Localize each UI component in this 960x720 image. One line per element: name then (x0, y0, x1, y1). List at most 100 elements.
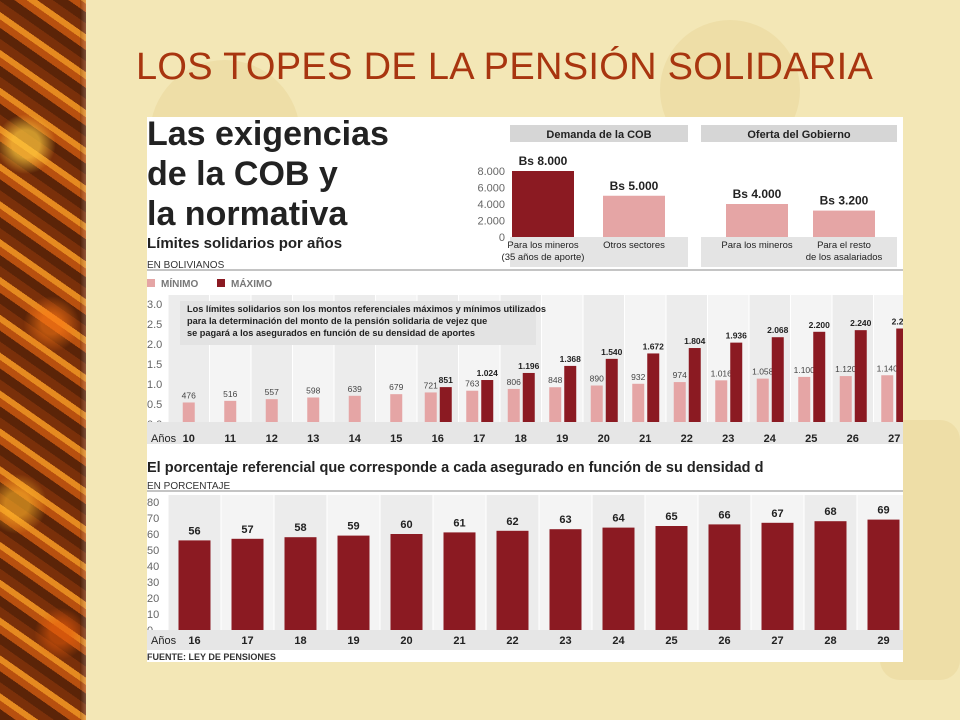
legend-label-minimo: MÍNIMO (161, 277, 198, 290)
limites-x-tick-label: 20 (598, 433, 610, 445)
limites-label-maximo: 1.804 (684, 336, 706, 346)
porcentaje-bar (761, 522, 794, 630)
porcentaje-y-tick-label: 80 (147, 497, 159, 509)
limites-label-minimo: 974 (673, 370, 687, 380)
limites-bar-maximo (647, 353, 660, 422)
limites-bar-maximo (605, 358, 618, 422)
limites-bar-minimo (839, 376, 852, 422)
legend-label-maximo: MÁXIMO (231, 277, 272, 290)
limites-column-band (749, 295, 790, 422)
limites-bar-maximo (481, 380, 494, 422)
legend-swatch-minimo (147, 279, 155, 287)
porcentaje-bar (443, 532, 476, 630)
porcentaje-x-tick-label: 18 (294, 635, 306, 647)
limites-bar-minimo (507, 388, 520, 422)
limites-label-minimo: 890 (590, 374, 604, 384)
porcentaje-bar-label: 64 (612, 513, 625, 525)
porcentaje-x-tick-label: 29 (877, 635, 889, 647)
limites-bar-minimo (715, 380, 728, 422)
limites-label-minimo: 516 (223, 389, 237, 399)
porcentaje-x-tick-label: 22 (506, 635, 518, 647)
porcentaje-bar (178, 540, 211, 630)
limites-label-minimo: 1.100 (794, 365, 816, 375)
main-title-line: la normativa (147, 195, 348, 233)
porcentaje-bar-label: 60 (400, 519, 412, 531)
limites-label-minimo: 1.140 (877, 363, 899, 373)
panel-title-cob: Demanda de la COB (546, 129, 651, 141)
porcentaje-x-tick-label: 19 (347, 635, 359, 647)
limites-x-tick-label: 12 (266, 433, 278, 445)
porcentaje-y-tick-label: 40 (147, 561, 159, 573)
limites-label-minimo: 721 (424, 380, 438, 390)
porcentaje-bar-label: 69 (877, 505, 889, 517)
limites-x-tick-label: 22 (681, 433, 693, 445)
cob-y-tick-label: 4.000 (477, 199, 505, 211)
limites-annotation-box (180, 301, 536, 345)
limites-annotation-line: Los límites solidarios son los montos re… (187, 304, 546, 314)
porcentaje-x-tick-label: 23 (559, 635, 571, 647)
porcentaje-x-tick-label: 24 (612, 635, 625, 647)
limites-label-minimo: 1.120 (835, 364, 857, 374)
porcentaje-bar (655, 526, 688, 630)
limites-column-band (791, 295, 832, 422)
limites-label-maximo: 1.540 (601, 347, 623, 357)
panel-header-cob (510, 125, 688, 142)
limites-bar-minimo (590, 385, 603, 422)
limites-x-tick-label: 10 (183, 433, 195, 445)
limites-column-band (708, 295, 749, 422)
porcentaje-bar-label: 67 (771, 508, 783, 520)
limites-label-minimo: 932 (631, 372, 645, 382)
porcentaje-x-tick-label: 27 (771, 635, 783, 647)
limites-label-maximo: 1.368 (560, 354, 582, 364)
limites-bar-minimo (348, 395, 361, 422)
summary-category-label: Para los mineros (721, 240, 793, 251)
cob-y-tick-label: 0 (499, 232, 505, 244)
summary-category-label: (35 años de aporte) (502, 252, 585, 263)
limites-x-tick-label: 14 (349, 433, 362, 445)
limites-label-minimo: 848 (548, 375, 562, 385)
porcentaje-bar (284, 537, 317, 630)
panel-labels-bg-cob (510, 237, 688, 267)
limites-title: Límites solidarios por años (147, 235, 342, 252)
limites-label-maximo: 2.200 (809, 320, 831, 330)
porcentaje-bar-label: 56 (188, 525, 200, 537)
limites-bar-maximo (564, 365, 577, 422)
limites-annotation-line: se pagará a los asegurados en función de… (187, 328, 475, 338)
limites-y-tick-label: 3.0 (147, 299, 162, 311)
limites-label-maximo: 2.280 (892, 317, 903, 327)
infographic: Las exigencias de la COB y la normativa Dem… (147, 117, 903, 662)
limites-y-tick-label: 0.5 (147, 399, 162, 411)
limites-bar-minimo (798, 376, 811, 422)
porcentaje-bar (231, 538, 264, 630)
limites-column-band (625, 295, 666, 422)
porcentaje-x-tick-label: 25 (665, 635, 677, 647)
porcentaje-title: El porcentaje referencial que correspond… (147, 460, 763, 476)
porcentaje-bar-label: 68 (824, 506, 836, 518)
limites-label-minimo: 639 (348, 384, 362, 394)
limites-bar-minimo (549, 387, 562, 422)
limites-x-tick-label: 21 (639, 433, 651, 445)
limites-x-tick-label: 25 (805, 433, 817, 445)
limites-x-tick-label: 26 (847, 433, 859, 445)
limites-label-maximo: 2.068 (767, 325, 789, 335)
porcentaje-y-tick-label: 10 (147, 609, 159, 621)
limites-label-minimo: 476 (182, 390, 196, 400)
porcentaje-x-tick-label: 16 (188, 635, 200, 647)
cob-y-tick-label: 2.000 (477, 216, 505, 228)
limites-x-tick-label: 16 (432, 433, 444, 445)
limites-x-tick-label: 11 (224, 433, 236, 445)
panel-header-gobierno (701, 125, 897, 142)
porcentaje-bar (708, 524, 741, 630)
porcentaje-bar (549, 529, 582, 630)
porcentaje-x-tick-label: 17 (241, 635, 253, 647)
limites-label-minimo: 1.016 (711, 368, 733, 378)
porcentaje-bar-label: 57 (241, 524, 253, 536)
porcentaje-y-tick-label: 70 (147, 513, 159, 525)
limites-x-tick-label: 24 (764, 433, 777, 445)
porcentaje-bar-label: 59 (347, 521, 359, 533)
limites-label-maximo: 1.672 (643, 341, 665, 351)
porcentaje-x-axis-label: Años (151, 635, 177, 647)
panel-title-gobierno: Oferta del Gobierno (747, 129, 851, 141)
limites-label-maximo: 1.196 (518, 361, 540, 371)
